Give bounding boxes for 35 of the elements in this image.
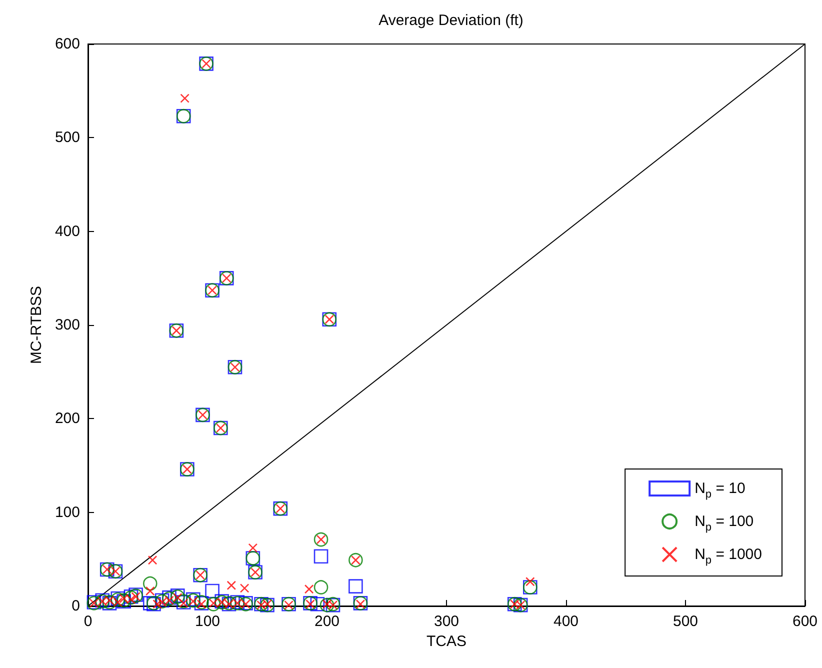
- point: [314, 580, 328, 594]
- point: [526, 576, 535, 586]
- point: [348, 552, 363, 568]
- x-tick-label: 200: [314, 613, 340, 630]
- y-axis-title: MC-RTBSS: [28, 286, 46, 364]
- y-tick-label: 300: [54, 316, 80, 334]
- point: [205, 584, 220, 598]
- x-tick-label: 100: [194, 613, 220, 630]
- point: [206, 596, 221, 612]
- y-tick-label: 200: [54, 410, 80, 428]
- point: [148, 555, 158, 565]
- chart-title: Average Deviation (ft): [378, 12, 524, 29]
- y-tick-label: 600: [54, 36, 80, 52]
- point: [226, 580, 236, 590]
- point: [310, 596, 325, 612]
- point: [320, 598, 334, 612]
- x-tick-label: 300: [434, 613, 460, 630]
- x-tick-label: 400: [553, 613, 579, 630]
- point: [142, 596, 158, 610]
- point: [248, 543, 258, 553]
- y-tick-label: 400: [54, 222, 80, 240]
- point: [180, 94, 190, 103]
- x-tick-label: 500: [672, 613, 698, 630]
- x-axis-title: TCAS: [426, 632, 467, 650]
- x-tick-label: 0: [84, 613, 92, 630]
- y-tick-label: 0: [72, 598, 80, 614]
- point: [314, 549, 328, 564]
- point: [145, 586, 155, 596]
- y-tick-label: 500: [54, 129, 80, 146]
- point: [348, 579, 363, 594]
- point: [304, 584, 314, 594]
- point: [143, 576, 158, 591]
- y-tick-label: 100: [54, 504, 80, 521]
- x-tick-label: 600: [792, 613, 818, 630]
- point: [240, 584, 250, 593]
